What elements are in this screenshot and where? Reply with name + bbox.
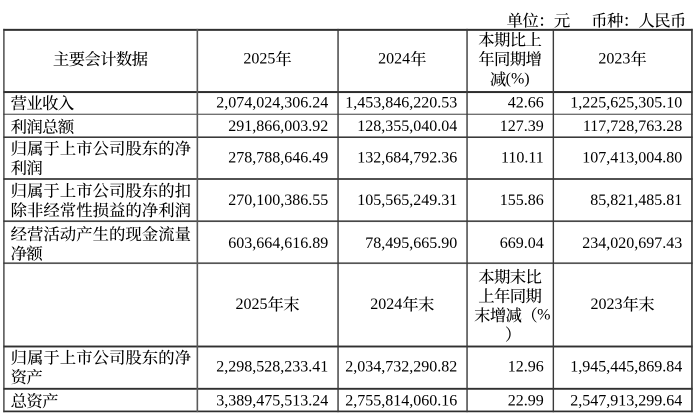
svg-text:603,664,616.89: 603,664,616.89 (228, 235, 328, 252)
svg-text:2024: 2024 (370, 296, 402, 313)
svg-text:(%): (%) (506, 71, 530, 88)
svg-text:2023: 2023 (591, 296, 623, 313)
svg-text:117,728,763.28: 117,728,763.28 (583, 118, 682, 135)
svg-text:12.96: 12.96 (508, 359, 544, 376)
svg-text:291,866,003.92: 291,866,003.92 (228, 118, 328, 135)
svg-text:2,298,528,233.41: 2,298,528,233.41 (216, 359, 328, 376)
svg-text:110.11: 110.11 (501, 150, 544, 167)
svg-text:127.39: 127.39 (500, 118, 544, 135)
svg-text:2023: 2023 (598, 50, 630, 67)
svg-text:132,684,792.36: 132,684,792.36 (357, 150, 457, 167)
svg-text:2025: 2025 (236, 296, 268, 313)
svg-text:105,565,249.31: 105,565,249.31 (357, 192, 457, 209)
svg-text:2025: 2025 (243, 50, 275, 67)
svg-text:2,074,024,306.24: 2,074,024,306.24 (216, 95, 328, 112)
svg-text:155.86: 155.86 (500, 192, 544, 209)
svg-text:234,020,697.43: 234,020,697.43 (582, 235, 682, 252)
svg-text:1,225,625,305.10: 1,225,625,305.10 (570, 95, 682, 112)
svg-text:2,755,814,060.16: 2,755,814,060.16 (345, 392, 457, 409)
svg-text:270,100,386.55: 270,100,386.55 (228, 192, 328, 209)
svg-text:278,788,646.49: 278,788,646.49 (228, 150, 328, 167)
svg-text:22.99: 22.99 (508, 392, 544, 409)
svg-text:%: % (537, 307, 550, 324)
svg-text:85,821,485.81: 85,821,485.81 (590, 192, 682, 209)
svg-text:128,355,040.04: 128,355,040.04 (357, 118, 457, 135)
svg-text:2024: 2024 (378, 50, 410, 67)
svg-text:1,453,846,220.53: 1,453,846,220.53 (345, 95, 457, 112)
svg-text:2,547,913,299.64: 2,547,913,299.64 (570, 392, 682, 409)
svg-text:2,034,732,290.82: 2,034,732,290.82 (345, 359, 457, 376)
svg-text:107,413,004.80: 107,413,004.80 (582, 150, 682, 167)
svg-text:1,945,445,869.84: 1,945,445,869.84 (570, 359, 682, 376)
svg-text:669.04: 669.04 (500, 235, 544, 252)
svg-text:78,495,665.90: 78,495,665.90 (365, 235, 457, 252)
svg-text:3,389,475,513.24: 3,389,475,513.24 (216, 392, 328, 409)
svg-text:42.66: 42.66 (508, 95, 544, 112)
